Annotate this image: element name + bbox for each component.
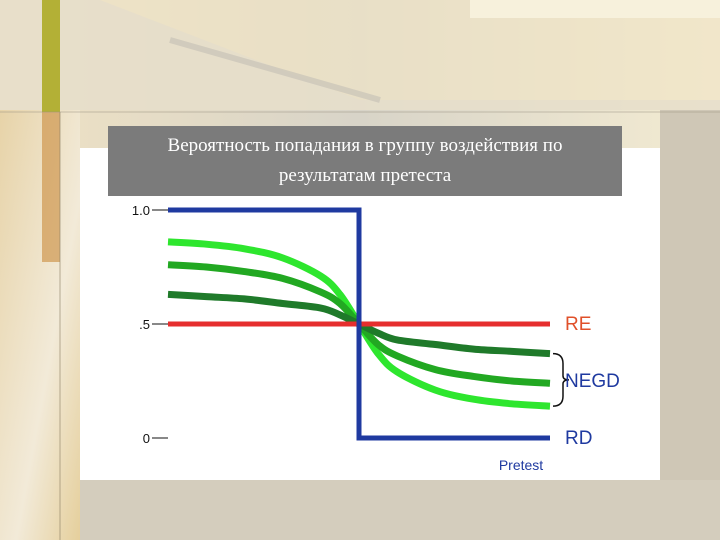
top-right-highlight — [470, 0, 720, 18]
series-lines — [167, 207, 551, 441]
series-rd-line — [168, 207, 550, 441]
bottom-strip — [80, 480, 720, 540]
negd-brace-path — [552, 352, 570, 407]
series-label-negd: NEGD — [565, 371, 620, 392]
right-strip — [660, 110, 720, 480]
accent-bar — [42, 0, 60, 112]
slide-title: Вероятность попадания в группу воздейств… — [108, 126, 622, 196]
series-label-re: RE — [565, 314, 591, 335]
left-panel — [0, 110, 80, 540]
x-axis-label: Pretest — [499, 457, 543, 473]
chart-panel — [80, 148, 660, 480]
slide-title-line-2: результатам претеста — [278, 165, 452, 186]
y-tick-label: .5 — [139, 317, 150, 332]
series-labels: RE NEGD RD — [565, 314, 620, 449]
y-tick-label: 0 — [143, 431, 150, 446]
y-axis-ticks: 1.0 .5 0 — [132, 203, 168, 446]
y-tick-label: 1.0 — [132, 203, 150, 218]
diagonal-streak — [169, 37, 381, 103]
diagonal-sheen — [0, 0, 720, 110]
slide-title-line-1: Вероятность попадания в группу воздейств… — [167, 135, 563, 156]
accent-bar-lower — [42, 112, 60, 262]
negd-brace — [552, 352, 570, 407]
series-label-rd: RD — [565, 428, 592, 449]
